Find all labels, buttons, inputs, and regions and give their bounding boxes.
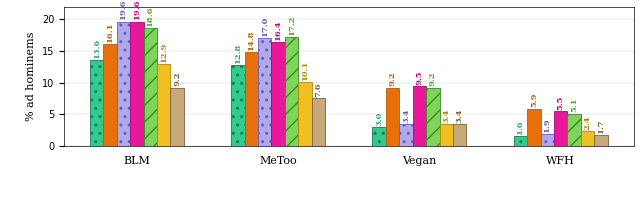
Bar xyxy=(298,82,312,146)
Text: 10.1: 10.1 xyxy=(301,60,309,81)
Bar xyxy=(143,28,157,146)
Bar xyxy=(372,127,386,146)
Bar xyxy=(271,42,285,146)
Text: 16.1: 16.1 xyxy=(106,22,114,43)
Text: 3.4: 3.4 xyxy=(456,109,464,123)
Bar xyxy=(103,44,116,146)
Text: 7.6: 7.6 xyxy=(314,82,323,97)
Text: 9.5: 9.5 xyxy=(415,70,424,85)
Text: 16.4: 16.4 xyxy=(274,20,282,41)
Text: 12.9: 12.9 xyxy=(160,43,168,63)
Bar xyxy=(285,37,298,146)
Bar xyxy=(244,52,258,146)
Bar xyxy=(581,131,595,146)
Text: 1.7: 1.7 xyxy=(597,119,605,134)
Bar xyxy=(514,136,527,146)
Bar xyxy=(554,111,568,146)
Bar xyxy=(399,124,413,146)
Text: 19.6: 19.6 xyxy=(133,0,141,20)
Text: 3.0: 3.0 xyxy=(375,111,383,126)
Text: 5.1: 5.1 xyxy=(570,98,578,112)
Text: 14.8: 14.8 xyxy=(247,31,255,51)
Text: 3.4: 3.4 xyxy=(442,109,451,123)
Bar xyxy=(258,38,271,146)
Text: 9.2: 9.2 xyxy=(173,72,181,87)
Bar xyxy=(170,88,184,146)
Bar xyxy=(527,109,541,146)
Text: 2.4: 2.4 xyxy=(584,115,591,129)
Text: 5.9: 5.9 xyxy=(530,93,538,107)
Bar xyxy=(440,124,453,146)
Bar xyxy=(568,114,581,146)
Bar xyxy=(541,134,554,146)
Bar xyxy=(426,88,440,146)
Bar xyxy=(130,22,143,146)
Text: 12.8: 12.8 xyxy=(234,43,242,64)
Text: 1.6: 1.6 xyxy=(516,120,524,135)
Bar xyxy=(413,86,426,146)
Bar xyxy=(116,22,130,146)
Bar xyxy=(90,60,103,146)
Text: 19.6: 19.6 xyxy=(120,0,127,20)
Text: 3.4: 3.4 xyxy=(402,109,410,123)
Text: 5.5: 5.5 xyxy=(557,95,564,110)
Text: 1.9: 1.9 xyxy=(543,118,551,133)
Text: 18.6: 18.6 xyxy=(147,6,154,27)
Text: 17.0: 17.0 xyxy=(260,17,269,37)
Text: 9.2: 9.2 xyxy=(388,72,397,87)
Bar xyxy=(386,88,399,146)
Bar xyxy=(157,64,170,146)
Text: 9.2: 9.2 xyxy=(429,72,437,87)
Bar xyxy=(312,98,325,146)
Y-axis label: % ad hominems: % ad hominems xyxy=(26,32,36,121)
Bar xyxy=(453,124,467,146)
Bar xyxy=(595,135,608,146)
Text: 17.2: 17.2 xyxy=(287,15,296,36)
Text: 13.6: 13.6 xyxy=(93,38,100,59)
Bar xyxy=(231,65,244,146)
